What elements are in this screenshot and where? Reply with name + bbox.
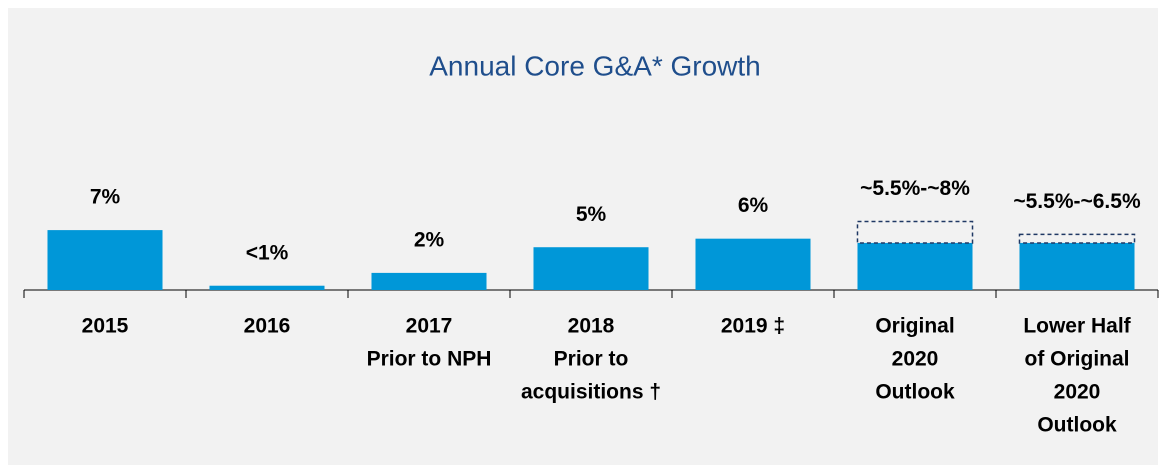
x-tick-label: acquisitions † — [521, 381, 661, 404]
x-tick-label: 2016 — [244, 315, 291, 338]
x-tick-label: Outlook — [1037, 414, 1117, 437]
x-tick-label: 2018 — [568, 315, 615, 338]
value-label: 5% — [576, 203, 607, 226]
x-tick-label: Prior to NPH — [367, 348, 492, 371]
bar — [533, 247, 649, 290]
bar — [695, 238, 811, 290]
value-label: 7% — [90, 186, 121, 209]
x-tick-label: 2020 — [1054, 381, 1101, 404]
value-label: 6% — [738, 194, 769, 217]
value-label: ~5.5%-~6.5% — [1013, 190, 1141, 213]
chart-title: Annual Core G&A* Growth — [429, 50, 761, 81]
value-label: <1% — [246, 241, 289, 264]
range-box — [1018, 233, 1136, 244]
x-tick-label: Prior to — [554, 348, 629, 371]
x-tick-label: of Original — [1025, 348, 1130, 371]
x-tick-label: 2017 — [406, 315, 453, 338]
range-box — [856, 220, 974, 244]
bar — [857, 242, 973, 290]
x-tick-label: Outlook — [875, 381, 955, 404]
value-label: 2% — [414, 228, 445, 251]
bar — [371, 272, 487, 290]
x-tick-label: 2020 — [892, 348, 939, 371]
x-tick-label: Original — [875, 315, 954, 338]
bar — [47, 230, 163, 290]
x-tick-label: 2019 ‡ — [721, 315, 785, 338]
value-label: ~5.5%-~8% — [860, 177, 970, 200]
bar — [1019, 242, 1135, 290]
x-tick-label: Lower Half — [1023, 315, 1131, 338]
background — [8, 8, 1158, 465]
x-tick-label: 2015 — [82, 315, 129, 338]
bar — [209, 285, 325, 290]
